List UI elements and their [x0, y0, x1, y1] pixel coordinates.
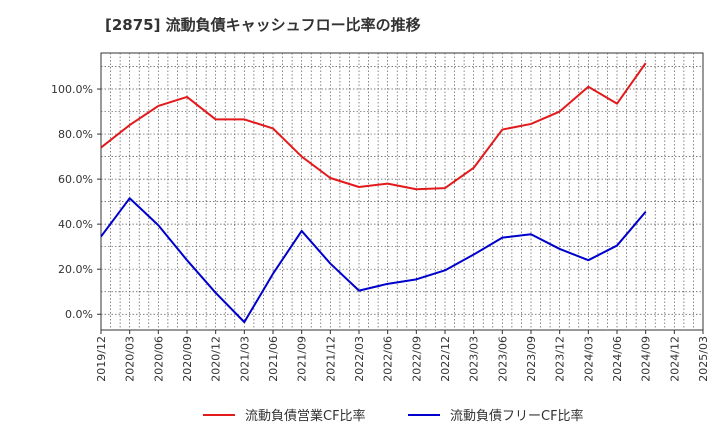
x-tick-label: 2024/12 — [668, 336, 681, 382]
y-tick-label: 80.0% — [58, 128, 93, 141]
x-tick-label: 2022/12 — [439, 336, 452, 382]
y-tick-label: 20.0% — [58, 263, 93, 276]
x-tick-label: 2024/03 — [582, 336, 595, 382]
legend-label-1: 流動負債営業CF比率 — [245, 408, 366, 424]
legend: 流動負債営業CF比率 流動負債フリーCF比率 — [203, 408, 584, 424]
x-tick-label: 2023/12 — [554, 336, 567, 382]
y-tick-label: 100.0% — [51, 83, 93, 96]
y-axis-tick-labels: 0.0% 20.0% 40.0% 60.0% 80.0% 100.0% — [51, 83, 101, 321]
x-tick-label: 2020/12 — [210, 336, 223, 382]
y-tick-label: 60.0% — [58, 173, 93, 186]
x-axis-tick-labels: 2019/12 2020/03 2020/06 2020/09 2020/12 2021/… — [95, 330, 710, 382]
x-tick-label: 2025/03 — [697, 336, 710, 382]
grid-lines — [101, 53, 703, 330]
x-tick-label: 2024/06 — [611, 336, 624, 382]
y-tick-label: 0.0% — [65, 308, 93, 321]
series-line-1 — [100, 62, 647, 191]
x-tick-label: 2021/03 — [238, 336, 251, 382]
x-tick-label: 2021/09 — [296, 336, 309, 382]
plot-frame — [100, 52, 704, 331]
x-tick-label: 2022/03 — [353, 336, 366, 382]
legend-label-2: 流動負債フリーCF比率 — [450, 408, 584, 424]
x-tick-label: 2020/06 — [152, 336, 165, 382]
x-tick-label: 2021/12 — [324, 336, 337, 382]
x-tick-label: 2021/06 — [267, 336, 280, 382]
x-tick-label: 2019/12 — [95, 336, 108, 382]
x-tick-label: 2022/09 — [410, 336, 423, 382]
x-tick-label: 2020/03 — [124, 336, 137, 382]
x-tick-label: 2020/09 — [181, 336, 194, 382]
x-tick-label: 2023/03 — [468, 336, 481, 382]
x-tick-label: 2022/06 — [382, 336, 395, 382]
series-lines — [100, 62, 647, 324]
x-tick-label: 2024/09 — [640, 336, 653, 382]
y-tick-label: 40.0% — [58, 218, 93, 231]
x-tick-label: 2023/06 — [496, 336, 509, 382]
x-tick-label: 2023/09 — [525, 336, 538, 382]
series-line-2 — [100, 197, 647, 324]
chart-title: [2875] 流動負債キャッシュフロー比率の推移 — [105, 16, 421, 34]
plot-area — [100, 52, 704, 331]
